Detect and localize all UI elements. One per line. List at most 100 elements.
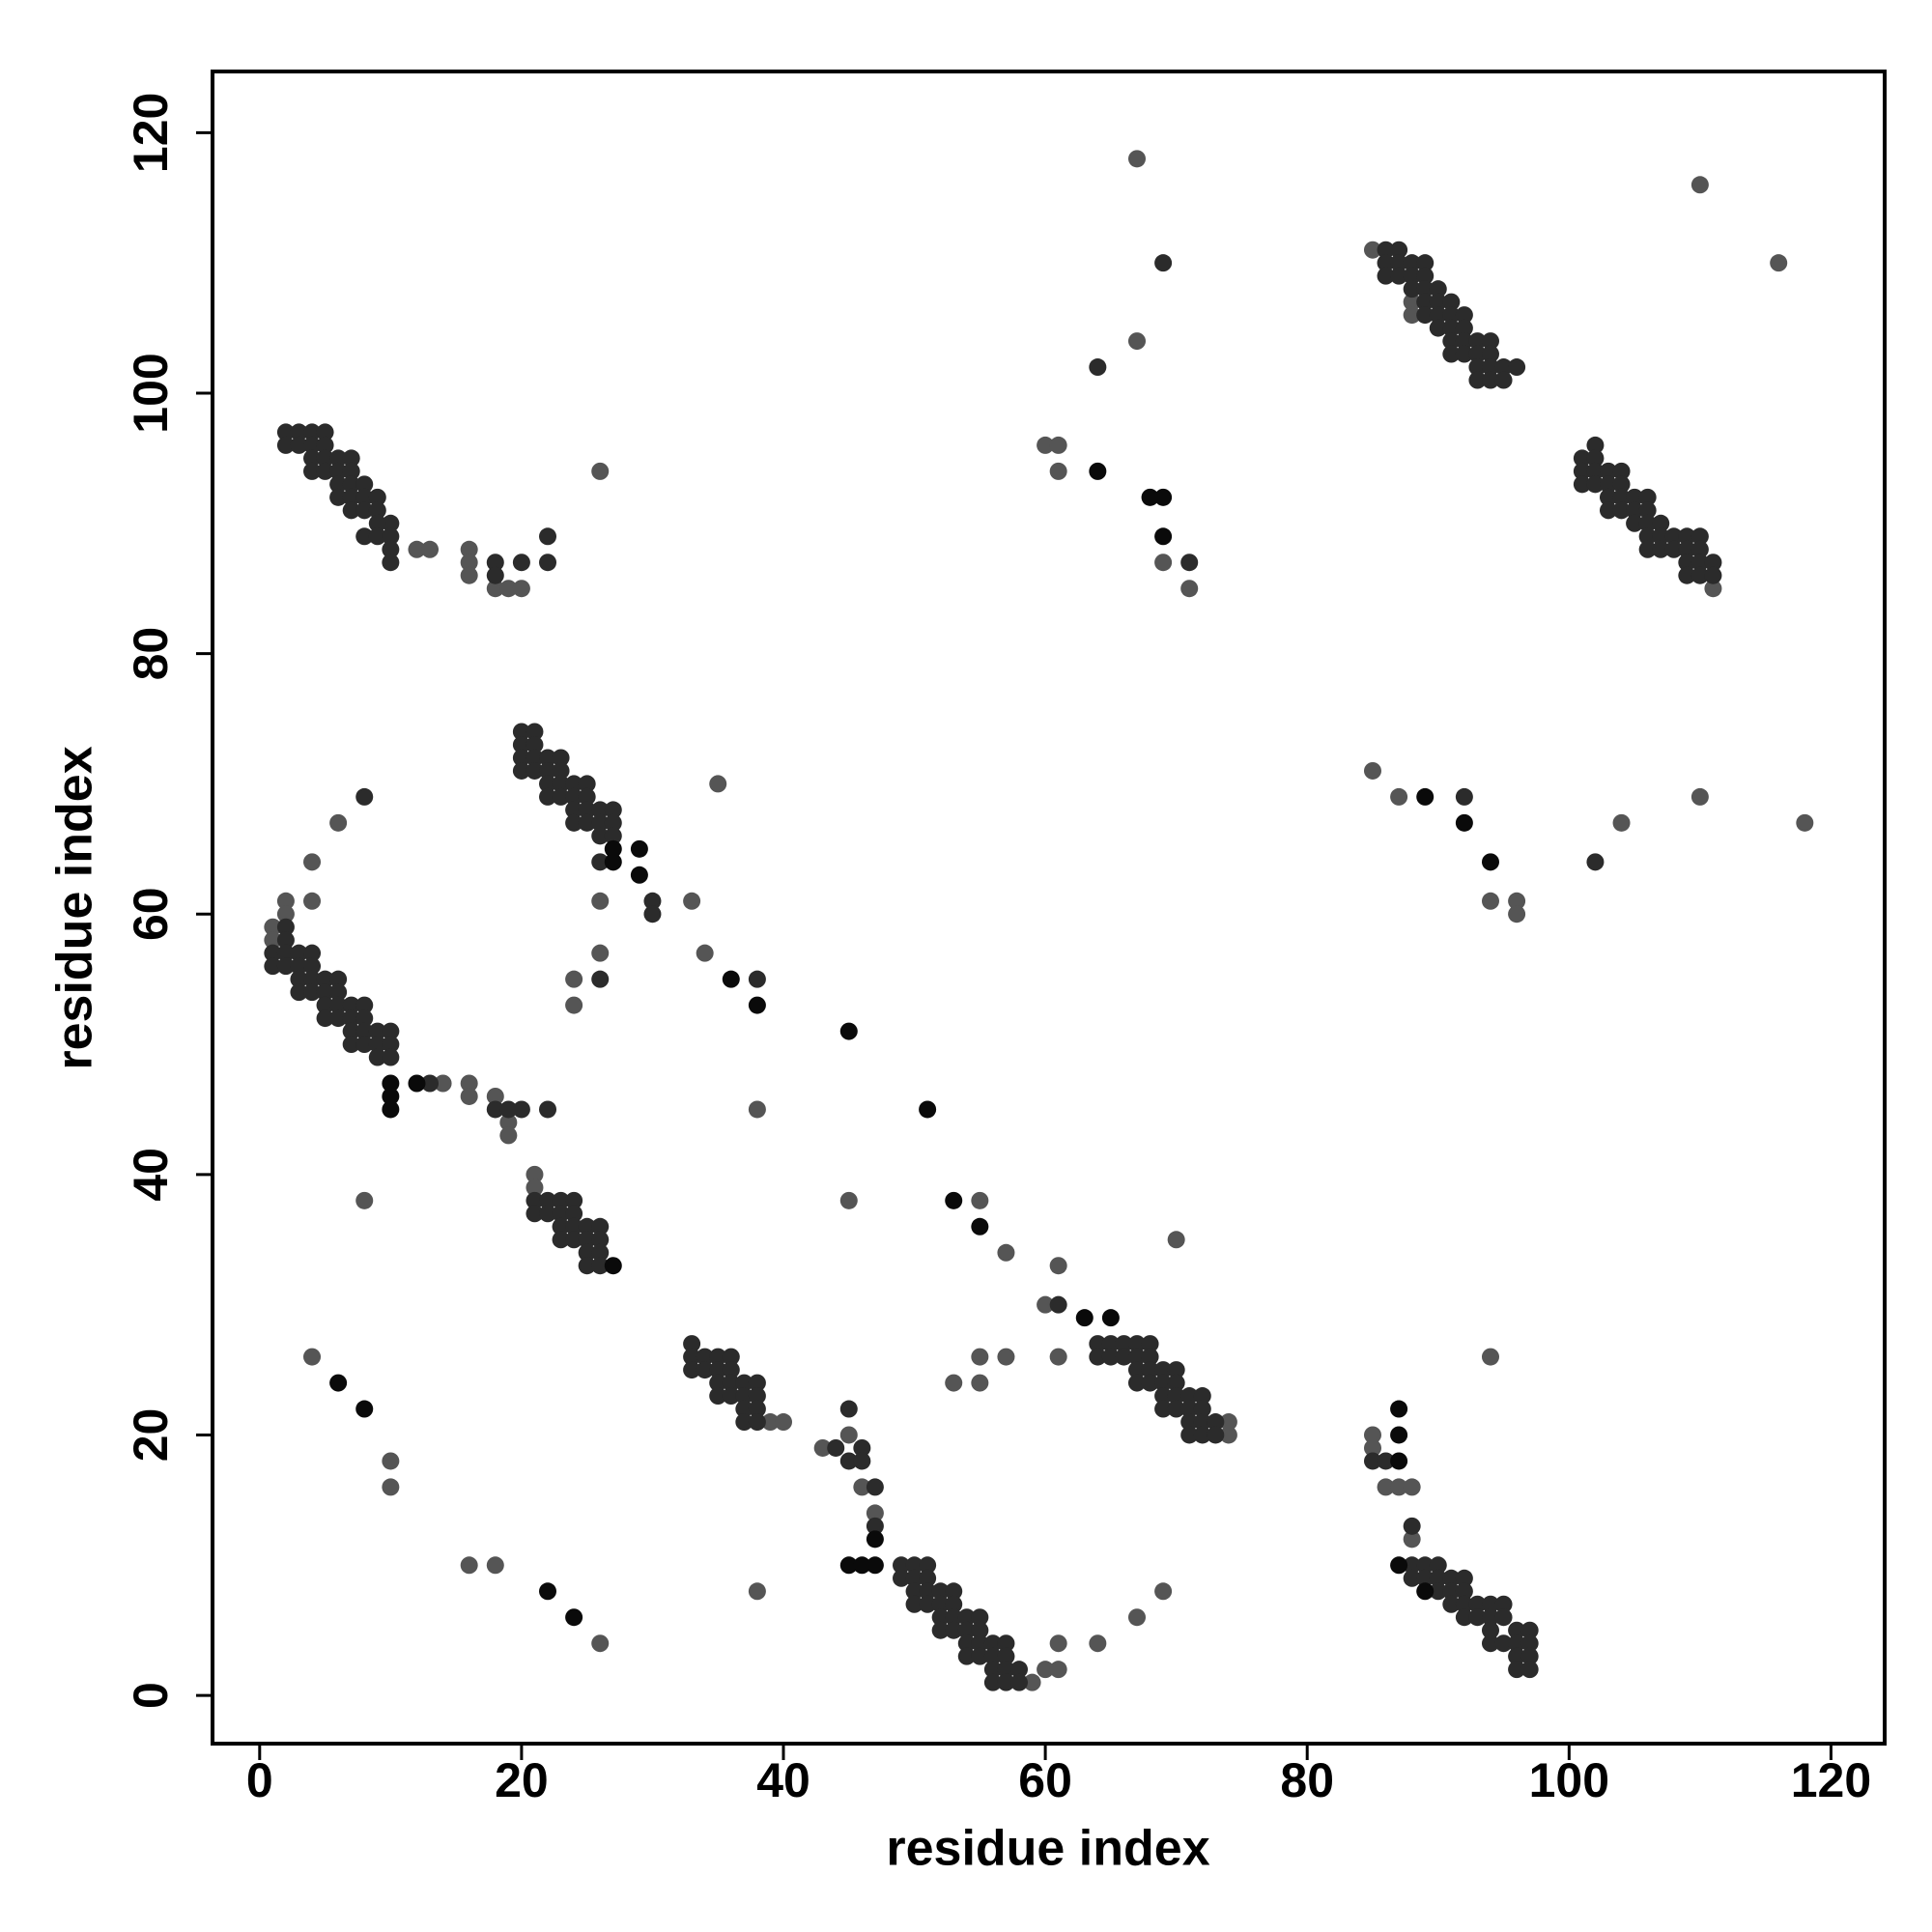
point — [499, 580, 518, 598]
point — [1455, 787, 1473, 806]
point — [683, 892, 701, 910]
point — [1586, 436, 1605, 454]
point — [460, 1087, 478, 1105]
point — [552, 1205, 570, 1223]
point — [1652, 540, 1670, 558]
point — [813, 1438, 832, 1457]
point — [329, 488, 348, 506]
point — [276, 892, 295, 910]
point — [1508, 1661, 1526, 1679]
point — [1403, 1517, 1421, 1535]
point — [748, 1400, 766, 1418]
point — [748, 1374, 766, 1392]
point — [1037, 1295, 1055, 1314]
point — [945, 1608, 963, 1627]
point — [1626, 514, 1644, 532]
point — [342, 488, 360, 506]
point — [355, 1191, 374, 1209]
point — [552, 1231, 570, 1249]
point — [290, 970, 308, 988]
point — [709, 1361, 727, 1379]
point — [971, 1217, 989, 1236]
point — [931, 1608, 950, 1627]
point — [1678, 566, 1696, 584]
point — [853, 1438, 871, 1457]
point — [591, 462, 610, 480]
point — [630, 839, 648, 858]
point — [1207, 1426, 1225, 1444]
point — [1037, 1661, 1055, 1679]
point — [1390, 254, 1408, 272]
point — [1586, 475, 1605, 494]
point — [1193, 1426, 1211, 1444]
point — [1416, 1556, 1435, 1575]
point — [526, 1205, 544, 1223]
point — [1363, 1438, 1381, 1457]
point — [866, 1530, 884, 1548]
point — [591, 1257, 610, 1275]
x-tick-label: 60 — [1018, 1753, 1072, 1807]
point — [957, 1647, 976, 1665]
point — [1127, 1335, 1146, 1353]
point — [368, 501, 386, 520]
point — [355, 996, 374, 1014]
point — [303, 449, 322, 468]
point — [460, 554, 478, 572]
point — [1010, 1661, 1029, 1679]
point — [1141, 1348, 1159, 1366]
point — [1573, 449, 1591, 468]
point — [696, 1361, 714, 1379]
point — [1770, 254, 1788, 272]
x-tick-label: 0 — [246, 1753, 273, 1807]
point — [552, 775, 570, 793]
point — [303, 462, 322, 480]
point — [565, 787, 583, 806]
point — [355, 1400, 374, 1418]
point — [526, 735, 544, 753]
point — [276, 957, 295, 976]
point — [355, 501, 374, 520]
point — [1141, 1374, 1159, 1392]
point — [591, 970, 610, 988]
point — [1023, 1673, 1041, 1691]
point — [382, 514, 400, 532]
point — [1508, 1634, 1526, 1653]
point — [565, 1217, 583, 1236]
point — [1115, 1335, 1133, 1353]
point — [761, 1413, 780, 1432]
point — [1599, 488, 1617, 506]
point — [1586, 449, 1605, 468]
point — [1049, 1295, 1067, 1314]
point — [382, 527, 400, 546]
point — [1154, 488, 1173, 506]
point — [748, 1387, 766, 1406]
point — [1520, 1634, 1539, 1653]
point — [512, 749, 530, 767]
point — [591, 1243, 610, 1262]
point — [368, 1036, 386, 1054]
point — [421, 540, 440, 558]
point — [1690, 540, 1709, 558]
point — [1429, 319, 1447, 337]
point — [1455, 813, 1473, 832]
point — [957, 1621, 976, 1639]
point — [316, 436, 334, 454]
point — [355, 1022, 374, 1040]
point — [329, 996, 348, 1014]
point — [329, 462, 348, 480]
point — [1037, 436, 1055, 454]
point — [1075, 1309, 1094, 1327]
point — [1626, 488, 1644, 506]
point — [1403, 280, 1421, 298]
point — [1049, 1348, 1067, 1366]
point — [971, 1191, 989, 1209]
point — [919, 1582, 937, 1601]
point — [486, 1087, 504, 1105]
point — [578, 1243, 596, 1262]
point — [1180, 1413, 1199, 1432]
point — [1089, 1335, 1107, 1353]
point — [342, 501, 360, 520]
point — [1154, 1361, 1173, 1379]
